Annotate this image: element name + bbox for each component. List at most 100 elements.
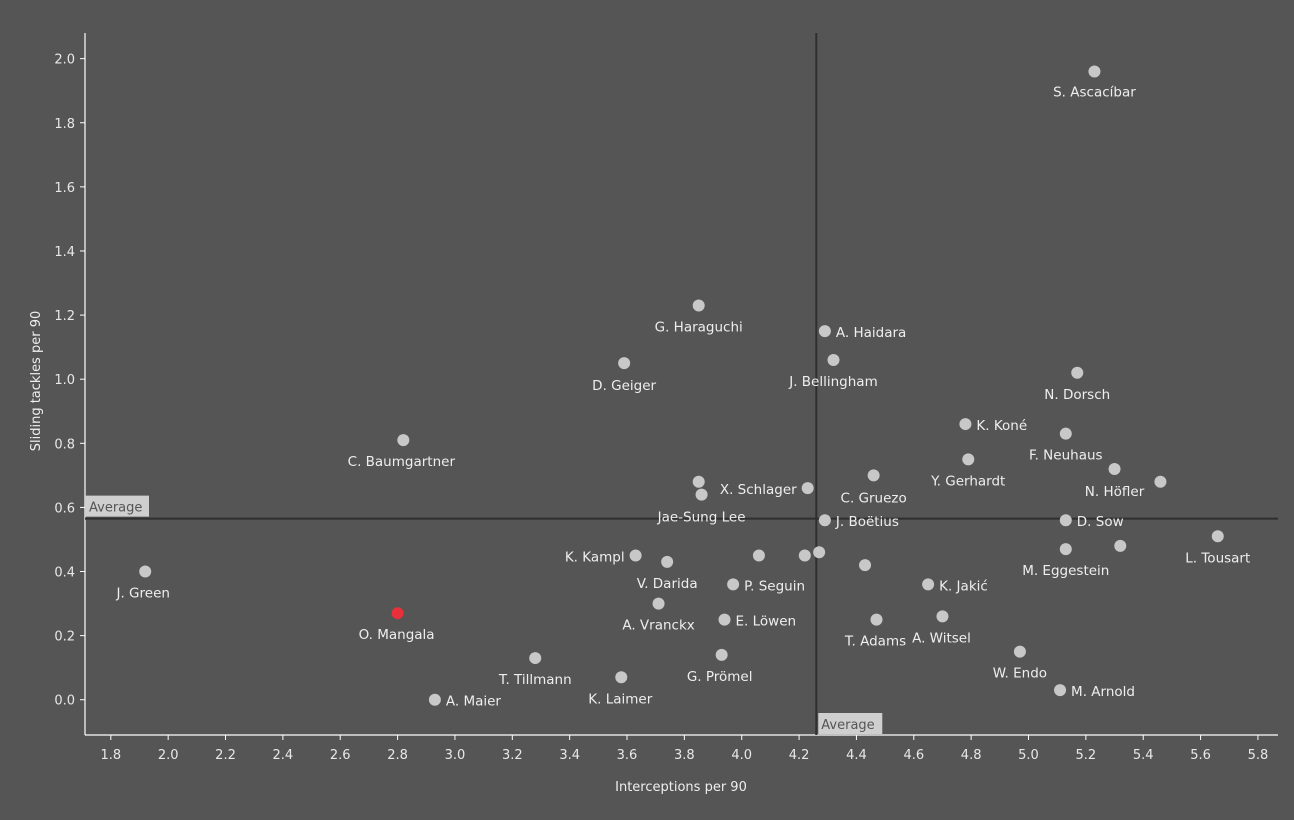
data-point bbox=[870, 613, 883, 626]
x-tick-label: 5.8 bbox=[1248, 748, 1269, 763]
point-label: D. Geiger bbox=[592, 378, 656, 394]
x-tick-label: 3.4 bbox=[559, 748, 580, 763]
x-tick-label: 1.8 bbox=[100, 748, 121, 763]
data-point bbox=[1059, 514, 1072, 527]
point-label: E. Löwen bbox=[736, 614, 797, 630]
x-tick-label: 2.4 bbox=[273, 748, 294, 763]
data-point bbox=[715, 648, 728, 661]
point-label: J. Bellingham bbox=[788, 374, 878, 390]
data-point bbox=[629, 549, 642, 562]
point-label: D. Sow bbox=[1077, 514, 1124, 530]
average-label-y: Average bbox=[89, 501, 142, 516]
point-label: C. Baumgartner bbox=[348, 454, 456, 470]
point-label: N. Dorsch bbox=[1044, 387, 1110, 403]
point-label: K. Koné bbox=[976, 418, 1027, 434]
x-tick-label: 5.4 bbox=[1133, 748, 1154, 763]
y-tick-label: 0.8 bbox=[54, 437, 75, 452]
data-point bbox=[692, 299, 705, 312]
x-tick-label: 4.8 bbox=[961, 748, 982, 763]
point-labels: S. Ascacíbar G. Haraguchi A. Haidara D. Gei… bbox=[115, 84, 1250, 709]
data-point bbox=[397, 434, 410, 447]
x-tick-label: 4.4 bbox=[846, 748, 867, 763]
point-label: O. Mangala bbox=[359, 627, 435, 643]
data-point bbox=[692, 475, 705, 488]
data-point bbox=[827, 353, 840, 366]
data-point bbox=[1114, 539, 1127, 552]
point-label: M. Eggestein bbox=[1022, 563, 1109, 579]
y-tick-label: 2.0 bbox=[54, 53, 75, 68]
data-point bbox=[1088, 65, 1101, 78]
average-lines: Average Average bbox=[85, 33, 1278, 735]
x-tick-label: 2.2 bbox=[215, 748, 236, 763]
data-point bbox=[1108, 462, 1121, 475]
data-point bbox=[1211, 530, 1224, 543]
data-point bbox=[1071, 366, 1084, 379]
data-point bbox=[936, 610, 949, 623]
data-point bbox=[1013, 645, 1026, 658]
highlighted-point bbox=[391, 607, 404, 620]
y-tick-label: 1.2 bbox=[54, 309, 75, 324]
point-label: G. Haraguchi bbox=[655, 319, 743, 335]
point-label: A. Witsel bbox=[912, 630, 971, 646]
data-point bbox=[798, 549, 811, 562]
point-label: G. Prömel bbox=[687, 669, 753, 685]
data-point bbox=[813, 546, 826, 559]
point-label: M. Arnold bbox=[1071, 684, 1135, 700]
data-point bbox=[962, 453, 975, 466]
point-label: K. Laimer bbox=[588, 691, 652, 707]
x-tick-label: 3.8 bbox=[674, 748, 695, 763]
data-point bbox=[867, 469, 880, 482]
data-point bbox=[1059, 427, 1072, 440]
data-point bbox=[801, 482, 814, 495]
y-tick-label: 1.0 bbox=[54, 373, 75, 388]
point-label: J. Green bbox=[115, 586, 169, 602]
x-axis-title: Interceptions per 90 bbox=[615, 780, 747, 795]
y-axis-title: Sliding tackles per 90 bbox=[29, 311, 44, 452]
data-point bbox=[652, 597, 665, 610]
data-point bbox=[529, 652, 542, 665]
x-tick-label: 2.8 bbox=[387, 748, 408, 763]
data-point bbox=[959, 418, 972, 431]
point-label: X. Schlager bbox=[720, 482, 797, 498]
y-tick-label: 0.2 bbox=[54, 630, 75, 645]
data-point bbox=[718, 613, 731, 626]
data-point bbox=[661, 555, 674, 568]
point-label: Y. Gerhardt bbox=[930, 473, 1005, 489]
y-tick-label: 0.0 bbox=[54, 694, 75, 709]
data-point bbox=[615, 671, 628, 684]
y-tick-label: 1.4 bbox=[54, 245, 75, 260]
point-label: Jae-Sung Lee bbox=[657, 510, 746, 526]
x-tick-label: 3.0 bbox=[445, 748, 466, 763]
point-label: J. Boëtius bbox=[835, 514, 899, 530]
x-tick-label: 5.0 bbox=[1018, 748, 1039, 763]
point-label: N. Höfler bbox=[1085, 484, 1145, 500]
average-label-bg-x bbox=[818, 713, 883, 734]
point-label: S. Ascacíbar bbox=[1053, 84, 1136, 100]
data-point bbox=[695, 488, 708, 501]
data-point bbox=[859, 559, 872, 572]
data-point bbox=[752, 549, 765, 562]
x-tick-label: 5.2 bbox=[1076, 748, 1097, 763]
point-label: A. Maier bbox=[446, 694, 502, 710]
x-tick-label: 4.0 bbox=[731, 748, 752, 763]
x-tick-label: 2.0 bbox=[158, 748, 179, 763]
x-tick-label: 2.6 bbox=[330, 748, 351, 763]
point-label: K. Kampl bbox=[565, 549, 625, 565]
point-label: C. Gruezo bbox=[841, 490, 907, 506]
point-label: W. Endo bbox=[993, 666, 1047, 682]
y-tick-label: 1.8 bbox=[54, 117, 75, 132]
point-label: A. Haidara bbox=[836, 325, 906, 341]
y-tick-label: 0.4 bbox=[54, 566, 75, 581]
data-point bbox=[818, 514, 831, 527]
data-point bbox=[618, 357, 631, 370]
y-tick-label: 0.6 bbox=[54, 501, 75, 516]
average-label-bg-y bbox=[85, 495, 149, 517]
data-point bbox=[139, 565, 152, 578]
data-point bbox=[1054, 684, 1067, 697]
point-label: T. Adams bbox=[844, 634, 906, 650]
point-label: V. Darida bbox=[637, 576, 698, 592]
data-point bbox=[727, 578, 740, 591]
point-label: F. Neuhaus bbox=[1029, 448, 1103, 464]
x-tick-label: 3.6 bbox=[617, 748, 638, 763]
data-point bbox=[922, 578, 935, 591]
